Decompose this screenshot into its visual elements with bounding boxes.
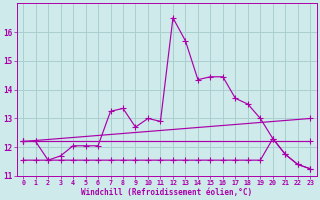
X-axis label: Windchill (Refroidissement éolien,°C): Windchill (Refroidissement éolien,°C): [81, 188, 252, 197]
